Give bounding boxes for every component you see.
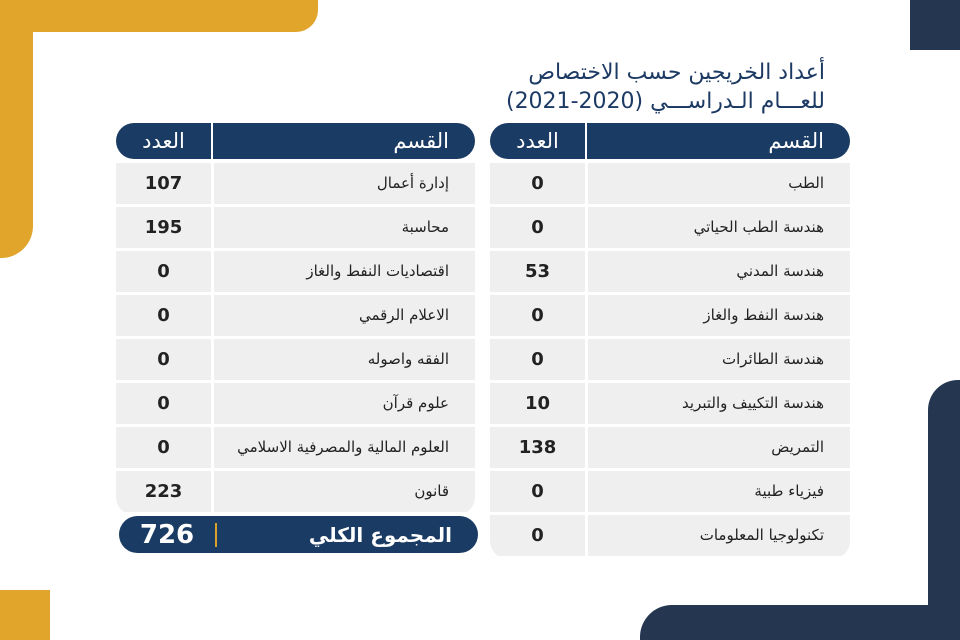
count-cell: 0: [490, 471, 585, 512]
table-row: التمريض 138: [490, 427, 850, 468]
table-row: علوم قرآن 0: [116, 383, 475, 424]
left-table: القسم العدد إدارة أعمال 107 محاسبة 195 اقتصا…: [116, 123, 475, 515]
dark-right-decoration: [928, 380, 960, 640]
total-bar: المجموع الكلي 726: [119, 516, 478, 553]
department-cell: هندسة الطائرات: [588, 339, 850, 380]
count-cell: 0: [116, 295, 211, 336]
table-row: فيزياء طبية 0: [490, 471, 850, 512]
department-cell: الاعلام الرقمي: [214, 295, 475, 336]
table-header: القسم العدد: [116, 123, 475, 159]
total-separator: [215, 522, 217, 547]
table-row: هندسة الطب الحياتي 0: [490, 207, 850, 248]
count-cell: 0: [490, 515, 585, 556]
right-table: القسم العدد الطب 0 هندسة الطب الحياتي 0 هندس…: [490, 123, 850, 559]
count-cell: 10: [490, 383, 585, 424]
header-department: القسم: [211, 123, 475, 159]
table-row: اقتصاديات النفط والغاز 0: [116, 251, 475, 292]
header-department: القسم: [585, 123, 850, 159]
department-cell: قانون: [214, 471, 475, 512]
count-cell: 0: [116, 339, 211, 380]
table-row: محاسبة 195: [116, 207, 475, 248]
total-label: المجموع الكلي: [308, 522, 452, 547]
table-row: تكنولوجيا المعلومات 0: [490, 515, 850, 556]
count-cell: 0: [490, 295, 585, 336]
department-cell: إدارة أعمال: [214, 163, 475, 204]
department-cell: هندسة المدني: [588, 251, 850, 292]
count-cell: 223: [116, 471, 211, 512]
count-cell: 195: [116, 207, 211, 248]
table-row: الفقه واصوله 0: [116, 339, 475, 380]
department-cell: هندسة النفط والغاز: [588, 295, 850, 336]
department-cell: فيزياء طبية: [588, 471, 850, 512]
department-cell: الفقه واصوله: [214, 339, 475, 380]
count-cell: 138: [490, 427, 585, 468]
page-title: أعداد الخريجين حسب الاختصاص للعـــام الـ…: [405, 58, 825, 116]
department-cell: محاسبة: [214, 207, 475, 248]
title-line-2: للعـــام الـدراســـي (2020-2021): [505, 89, 825, 114]
count-cell: 0: [490, 163, 585, 204]
department-cell: هندسة التكييف والتبريد: [588, 383, 850, 424]
count-cell: 0: [116, 251, 211, 292]
header-count: العدد: [142, 129, 185, 153]
count-cell: 0: [116, 427, 211, 468]
total-value: 726: [139, 519, 195, 550]
count-cell: 0: [116, 383, 211, 424]
table-header: القسم العدد: [490, 123, 850, 159]
table-body: إدارة أعمال 107 محاسبة 195 اقتصاديات النفط و…: [116, 163, 475, 515]
table-row: قانون 223: [116, 471, 475, 512]
gold-bottom-left-decoration: [0, 590, 50, 640]
department-cell: العلوم المالية والمصرفية الاسلامي: [214, 427, 475, 468]
gold-left-decoration: [0, 0, 33, 258]
dark-top-right-decoration: [910, 0, 960, 50]
table-row: الاعلام الرقمي 0: [116, 295, 475, 336]
table-row: هندسة النفط والغاز 0: [490, 295, 850, 336]
table-row: هندسة الطائرات 0: [490, 339, 850, 380]
table-row: إدارة أعمال 107: [116, 163, 475, 204]
department-cell: الطب: [588, 163, 850, 204]
count-cell: 107: [116, 163, 211, 204]
table-row: الطب 0: [490, 163, 850, 204]
department-cell: تكنولوجيا المعلومات: [588, 515, 850, 556]
department-cell: اقتصاديات النفط والغاز: [214, 251, 475, 292]
header-count: العدد: [516, 129, 559, 153]
count-cell: 0: [490, 207, 585, 248]
table-row: هندسة التكييف والتبريد 10: [490, 383, 850, 424]
gold-top-decoration: [0, 0, 318, 32]
table-row: هندسة المدني 53: [490, 251, 850, 292]
count-cell: 0: [490, 339, 585, 380]
department-cell: هندسة الطب الحياتي: [588, 207, 850, 248]
dark-bottom-decoration: [640, 605, 960, 640]
count-cell: 53: [490, 251, 585, 292]
department-cell: علوم قرآن: [214, 383, 475, 424]
department-cell: التمريض: [588, 427, 850, 468]
title-line-1: أعداد الخريجين حسب الاختصاص: [528, 60, 825, 85]
table-body: الطب 0 هندسة الطب الحياتي 0 هندسة المدني 53 هن…: [490, 163, 850, 559]
table-row: العلوم المالية والمصرفية الاسلامي 0: [116, 427, 475, 468]
